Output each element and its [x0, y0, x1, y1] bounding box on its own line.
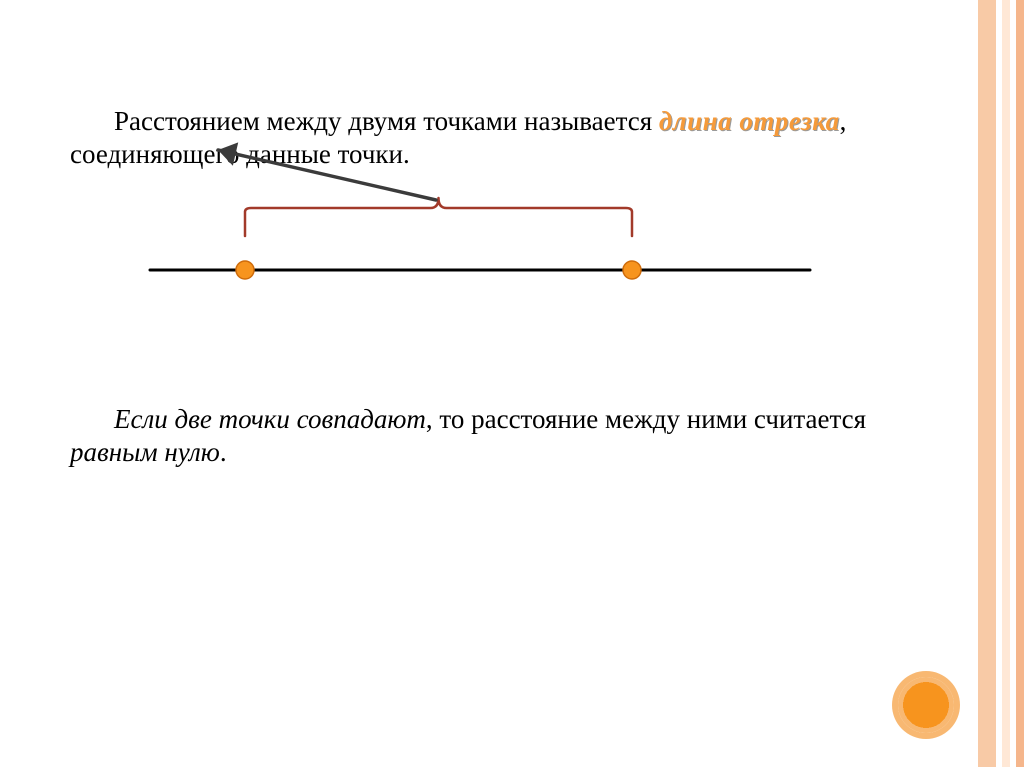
slide-content: Расстоянием между двумя точками называет…	[70, 78, 934, 496]
p2-text-a: Если две точки совпадают	[114, 404, 426, 434]
p1-text-a: Расстоянием между двумя точками называет…	[114, 106, 659, 136]
emphasis-length-of-segment: длина отрезка	[659, 106, 840, 136]
p2-text-d: .	[220, 437, 227, 467]
stripe-outer	[1016, 0, 1024, 767]
p2-text-c: равным нулю	[70, 437, 220, 467]
stripe-mid	[1002, 0, 1010, 767]
paragraph-2: Если две точки совпадают, то расстояние …	[70, 403, 934, 469]
decorative-circle	[898, 677, 954, 733]
p2-text-b: , то расстояние между ними считается	[426, 404, 866, 434]
paragraph-1: Расстоянием между двумя точками называет…	[70, 105, 934, 171]
stripe-inner	[978, 0, 996, 767]
